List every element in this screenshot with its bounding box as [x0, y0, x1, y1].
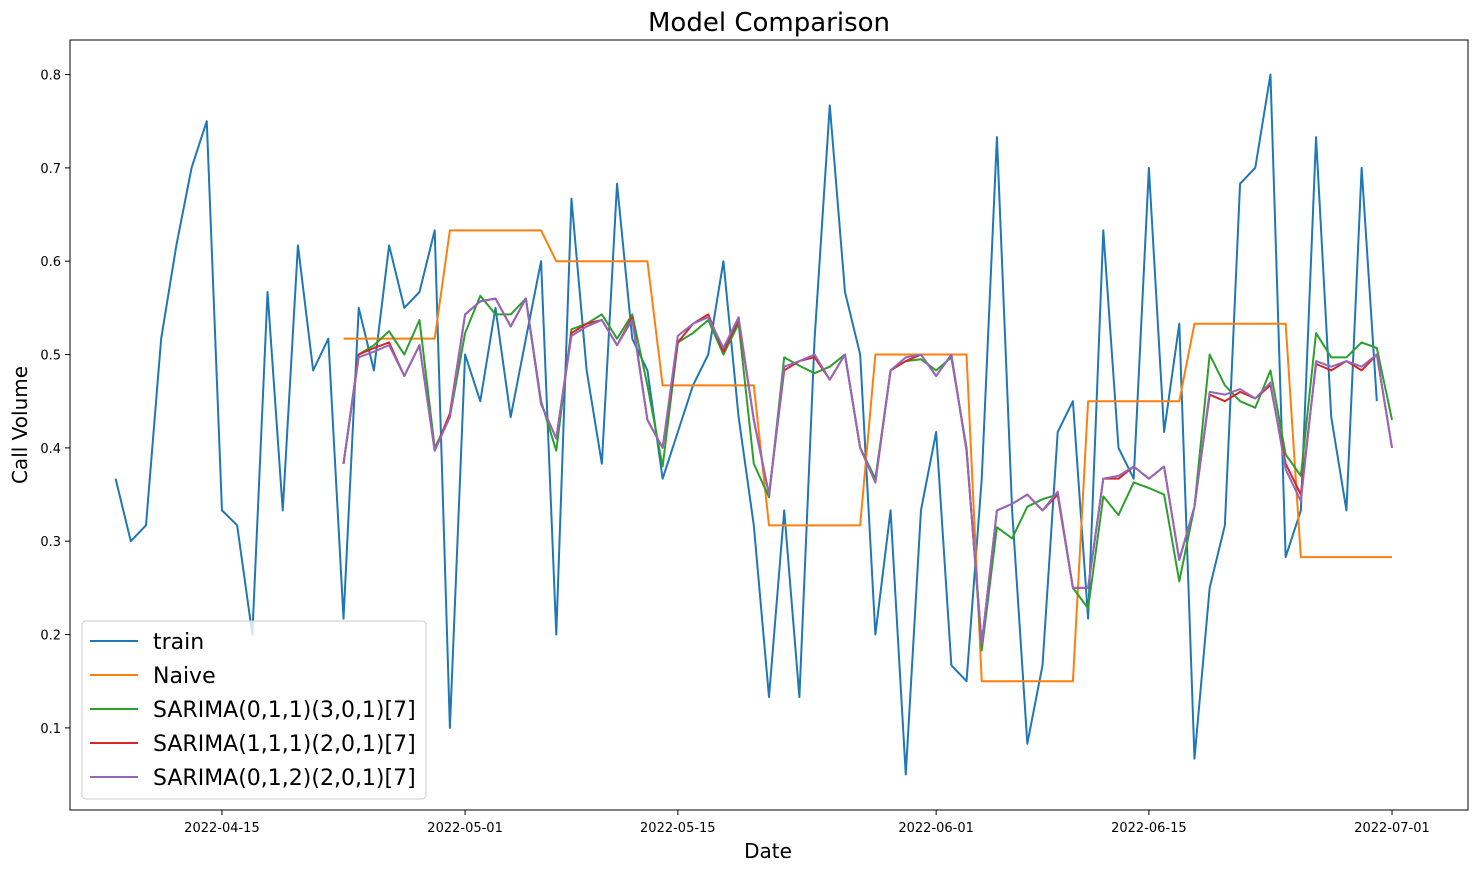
x-tick-label: 2022-05-15	[640, 821, 716, 836]
x-tick-label: 2022-05-01	[427, 821, 503, 836]
y-tick-label: 0.6	[40, 255, 61, 270]
series-layer	[114, 73, 1394, 776]
y-axis: 0.1 0.2 0.3 0.4 0.5 0.6 0.7 0.8	[40, 69, 70, 737]
y-tick-label: 0.7	[40, 162, 61, 177]
x-tick-label: 2022-07-01	[1354, 821, 1430, 836]
x-axis-title: Date	[744, 839, 792, 863]
y-tick-label: 0.2	[40, 629, 61, 644]
x-tick-label: 2022-06-01	[898, 821, 974, 836]
legend-label: SARIMA(0,1,1)(3,0,1)[7]	[153, 698, 416, 723]
x-tick-label: 2022-04-15	[184, 821, 260, 836]
legend-label: Naive	[153, 664, 216, 689]
series-line-1	[343, 229, 1393, 683]
y-tick-label: 0.1	[40, 722, 61, 737]
plot-frame	[69, 39, 1469, 811]
x-tick-label: 2022-06-15	[1111, 821, 1187, 836]
legend-box	[81, 620, 427, 800]
chart-title: Model Comparison	[648, 8, 890, 38]
series-line-4	[342, 297, 1394, 645]
x-axis: 2022-04-15 2022-05-01 2022-05-15 2022-06-01…	[184, 810, 1430, 836]
y-tick-label: 0.5	[40, 349, 61, 364]
legend: train Naive SARIMA(0,1,1)(3,0,1)[7] SARIMA(…	[81, 620, 427, 800]
series-line-0	[114, 73, 1378, 776]
y-tick-label: 0.4	[40, 442, 61, 457]
legend-label: SARIMA(1,1,1)(2,0,1)[7]	[153, 732, 416, 757]
legend-label: train	[153, 630, 204, 655]
legend-label: SARIMA(0,1,2)(2,0,1)[7]	[153, 766, 416, 791]
y-tick-label: 0.8	[40, 69, 61, 84]
y-tick-label: 0.3	[40, 535, 61, 550]
y-axis-title: Call Volume	[8, 366, 32, 484]
